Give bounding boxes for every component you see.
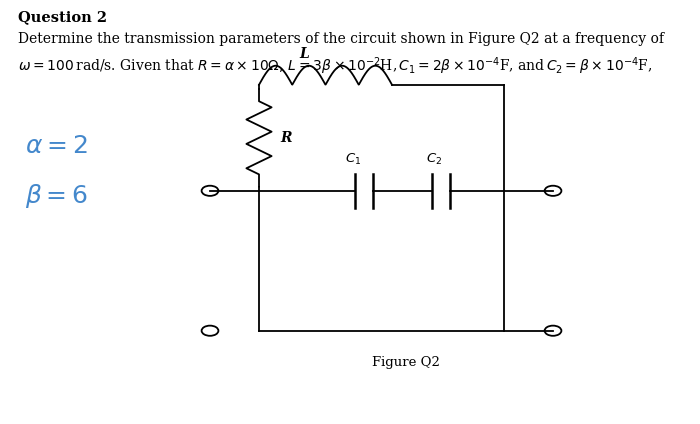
Text: $C_1$: $C_1$: [345, 152, 362, 167]
Text: R: R: [280, 131, 291, 145]
Text: Determine the transmission parameters of the circuit shown in Figure Q2 at a fre: Determine the transmission parameters of…: [18, 32, 664, 46]
Text: L: L: [300, 47, 309, 61]
Text: $C_2$: $C_2$: [426, 152, 442, 167]
Text: Figure Q2: Figure Q2: [372, 356, 440, 369]
Text: $\alpha=2$: $\alpha=2$: [25, 136, 88, 158]
Text: $\omega=100\,$rad/s. Given that $R=\alpha\times10\Omega,\,L=3\beta\times10^{-2}$: $\omega=100\,$rad/s. Given that $R=\alph…: [18, 55, 652, 77]
Text: Question 2: Question 2: [18, 11, 106, 25]
Text: $\beta=6$: $\beta=6$: [25, 182, 88, 210]
